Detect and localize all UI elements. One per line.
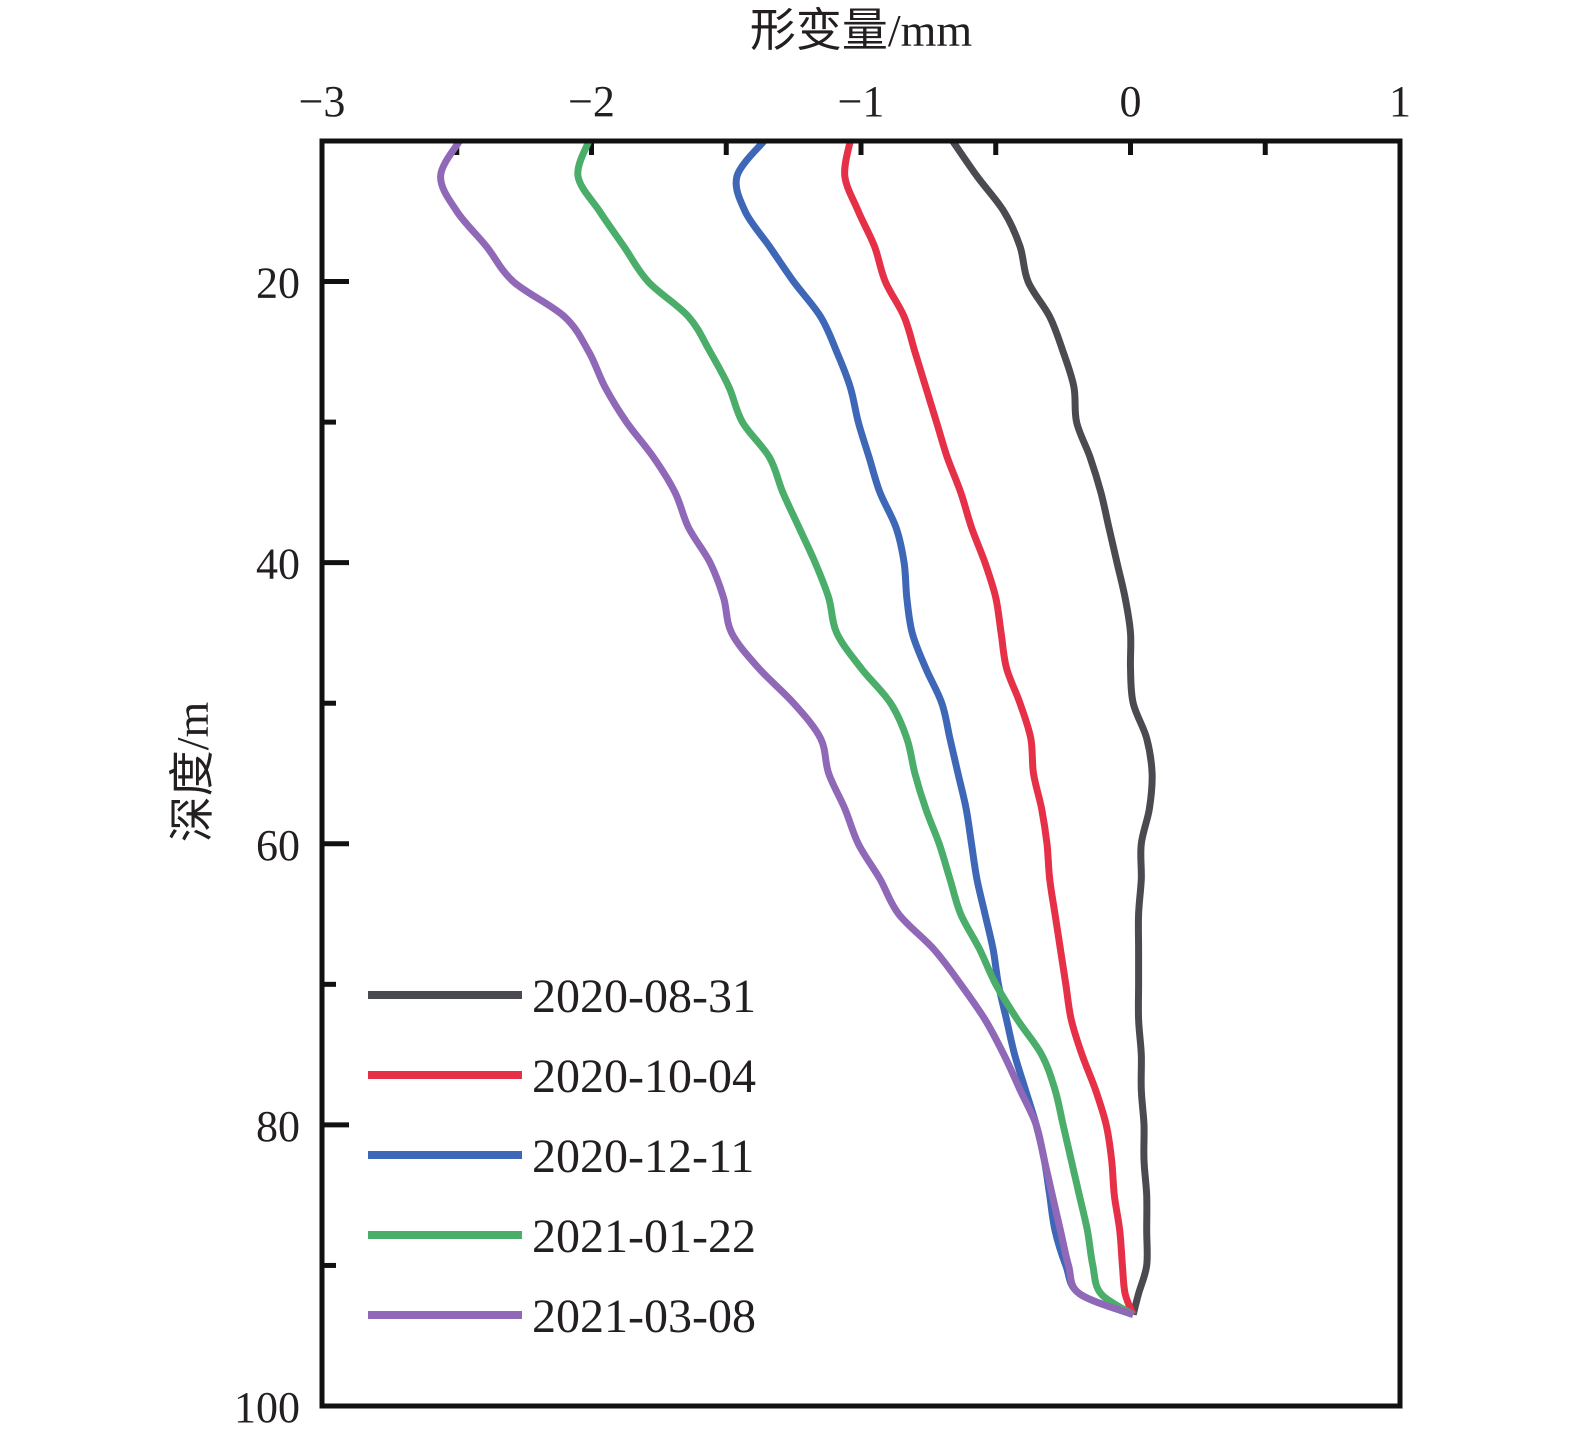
y-tick-label: 40 [256,540,300,589]
series-line-2021-01-22 [574,139,1136,1318]
legend-label: 2020-12-11 [532,1130,754,1183]
legend-label: 2020-10-04 [532,1050,756,1103]
y-tick-label: 80 [256,1102,300,1151]
legend-item: 2020-12-11 [368,1130,754,1183]
y-tick-label: 20 [256,259,300,308]
x-tick-label: −2 [568,77,615,126]
series-line-2020-08-31 [949,139,1156,1316]
x-tick-label: 0 [1120,77,1142,126]
series-line-2021-03-08 [437,139,1135,1318]
y-tick-label: 60 [256,821,300,870]
legend-item: 2020-08-31 [368,970,756,1023]
series-line-2020-12-11 [732,138,1135,1318]
series-lines [437,138,1156,1318]
legend: 2020-08-31 2020-10-04 2020-12-11 2021-01-22… [368,970,756,1343]
x-axis-title: 形变量/mm [750,5,973,56]
axis-ticks [319,141,1403,1409]
x-tick-label: −1 [838,77,885,126]
legend-item: 2021-03-08 [368,1290,756,1343]
series-line-2020-10-04 [841,140,1137,1316]
x-tick-label: −3 [299,77,346,126]
y-axis-title: 深度/m [167,702,218,843]
plot-frame [319,138,1403,1409]
legend-item: 2020-10-04 [368,1050,756,1103]
x-tick-label: 1 [1389,77,1411,126]
legend-label: 2020-08-31 [532,970,756,1023]
x-tick-labels: −3 −2 −1 0 1 [299,77,1411,126]
legend-item: 2021-01-22 [368,1210,756,1263]
legend-label: 2021-01-22 [532,1210,756,1263]
y-tick-label: 100 [234,1383,300,1432]
legend-label: 2021-03-08 [532,1290,756,1343]
y-tick-labels: 20 40 60 80 100 [234,259,300,1432]
